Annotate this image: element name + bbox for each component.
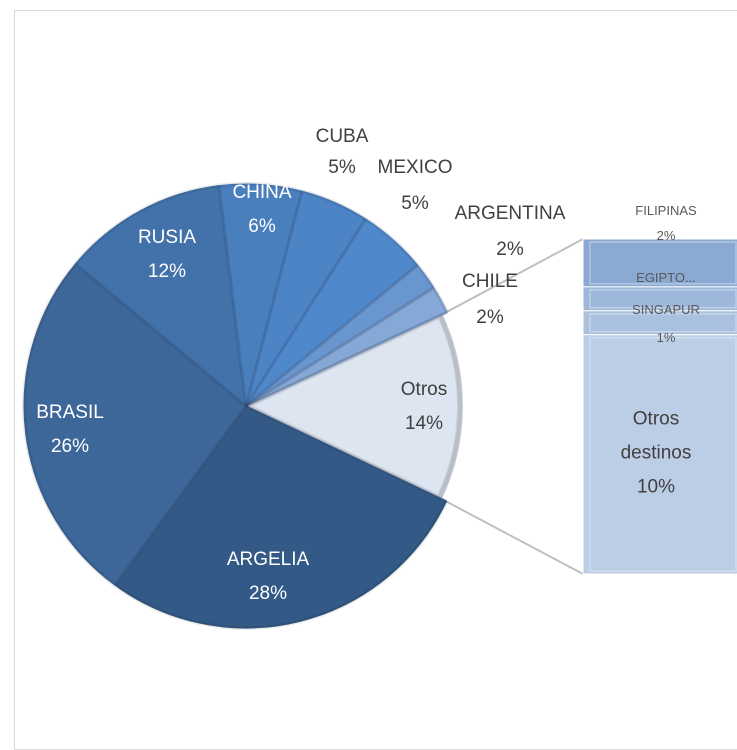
label-value-rusia: 12% bbox=[148, 261, 186, 282]
slice-rim-otros bbox=[437, 314, 462, 499]
slice-brasil bbox=[23, 263, 247, 586]
bar-segment-otros-destinos bbox=[582, 334, 737, 575]
label-value-otros: 14% bbox=[405, 413, 443, 434]
label-value-china: 6% bbox=[248, 216, 276, 237]
label-filipinas: FILIPINAS bbox=[635, 203, 697, 218]
label-value-argelia: 28% bbox=[249, 583, 287, 604]
label-argentina: ARGENTINA bbox=[455, 203, 566, 224]
slice-chile bbox=[245, 287, 448, 407]
slice-rim-brasil bbox=[22, 262, 117, 587]
bar-segment-bevel bbox=[589, 289, 737, 309]
slice-separator bbox=[244, 218, 367, 407]
slice-rim-chile bbox=[432, 286, 450, 314]
bar-segment-bevel bbox=[589, 336, 737, 572]
slice-rim-mexico bbox=[364, 217, 420, 267]
slice-separator bbox=[245, 286, 435, 408]
label-value-cuba: 5% bbox=[328, 157, 356, 178]
slice-separator bbox=[74, 262, 247, 408]
label-china: CHINA bbox=[232, 182, 291, 203]
label-value-argentina: 2% bbox=[496, 239, 524, 260]
label-egipto: EGIPTO... bbox=[636, 270, 696, 285]
slice-separator bbox=[245, 310, 448, 408]
label-value-mexico: 5% bbox=[401, 193, 429, 214]
connector-line-top bbox=[439, 238, 584, 317]
slice-separator bbox=[245, 263, 419, 408]
label-argelia: ARGELIA bbox=[227, 549, 310, 570]
bar-segment-filipinas bbox=[582, 238, 737, 288]
slice-separator bbox=[113, 405, 248, 587]
label-value-chile: 2% bbox=[476, 307, 504, 328]
slice-separator bbox=[244, 190, 304, 407]
label-otros: Otros bbox=[401, 379, 447, 400]
pie bbox=[22, 182, 463, 630]
bar-segment-bevel bbox=[589, 313, 737, 333]
slice-argelia bbox=[114, 405, 448, 629]
data-labels: ARGELIA 28% BRASIL 26% RUSIA 12% CHINA 6% CUBA 5%… bbox=[36, 126, 700, 604]
label-mexico: MEXICO bbox=[378, 157, 453, 178]
label-rusia: RUSIA bbox=[138, 227, 196, 248]
label-value-otros-destinos: 10% bbox=[637, 476, 675, 497]
secondary-bar bbox=[582, 238, 737, 575]
label-cuba: CUBA bbox=[316, 126, 369, 147]
slice-separator bbox=[245, 404, 448, 503]
label-otros-destinos: destinos bbox=[621, 442, 692, 463]
label-chile: CHILE bbox=[462, 271, 518, 292]
slice-rusia bbox=[74, 185, 247, 408]
slice-rim-china bbox=[218, 182, 303, 194]
slice-rim-rusia bbox=[73, 183, 220, 266]
bar-segment-bevel bbox=[589, 241, 737, 285]
label-otros-destinos: Otros bbox=[633, 408, 679, 429]
label-brasil: BRASIL bbox=[36, 402, 104, 423]
slice-rim-argelia bbox=[113, 500, 449, 630]
label-singapur: SINGAPUR bbox=[632, 302, 700, 317]
slice-otros bbox=[238, 311, 463, 502]
connector-line-bottom bbox=[438, 496, 584, 575]
slice-separator bbox=[217, 185, 248, 407]
connector-lines bbox=[438, 238, 584, 575]
slice-rim-cuba bbox=[301, 189, 367, 221]
label-value-filipinas: 2% bbox=[657, 228, 676, 243]
label-value-singapur: 1% bbox=[657, 330, 676, 345]
label-value-brasil: 26% bbox=[51, 436, 89, 457]
